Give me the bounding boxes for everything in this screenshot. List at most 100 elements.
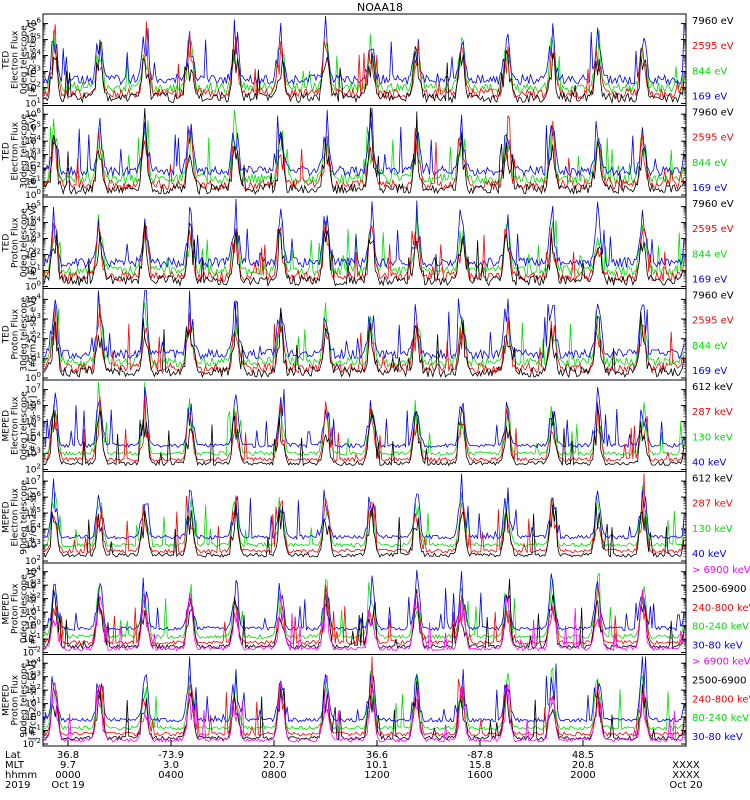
legend-entry: 80-240 keV: [692, 622, 749, 633]
time-axis-value: 0400: [158, 770, 183, 781]
y-tick-label: 103: [25, 312, 41, 325]
y-tick-label: 102: [25, 463, 41, 476]
legend-entry: 612 keV: [692, 382, 733, 393]
y-tick-label: 102: [25, 683, 41, 696]
flux-trace: [43, 681, 685, 741]
time-axis-value: 1600: [467, 770, 492, 781]
time-axis-value: 36.8: [57, 750, 79, 761]
legend-entry: 80-240 keV: [692, 713, 749, 724]
legend-entry: 612 keV: [692, 474, 733, 485]
flux-trace: [43, 656, 685, 723]
y-tick-label: 106: [25, 490, 41, 503]
flux-trace: [43, 502, 685, 558]
legend-entry: 40 keV: [692, 458, 726, 469]
y-tick-label: 10-1: [23, 724, 41, 737]
y-axis-label: MEPEDElectron Flux90deg telescope[#/cm2-…: [2, 479, 39, 554]
y-tick-label: 105: [25, 415, 41, 428]
y-tick-label: 103: [25, 65, 41, 78]
y-tick-label: 104: [25, 656, 41, 669]
y-tick-label: 102: [25, 332, 41, 345]
y-tick-label: 104: [25, 431, 41, 444]
y-axis-label: TEDElectron Flux30deg telescope[#/cm2-s-…: [2, 113, 39, 188]
legend-entry: 844 eV: [692, 158, 727, 169]
legend-entry: 844 eV: [692, 249, 727, 260]
flux-trace: [43, 386, 685, 449]
panel-frame: [42, 654, 687, 747]
y-tick-label: 104: [25, 522, 41, 535]
legend-entry: 287 keV: [692, 499, 733, 510]
time-axis-value: 20.7: [263, 760, 285, 771]
y-axis-label: TEDProton Flux0deg telescope[#/cm2-s-str…: [2, 205, 39, 280]
legend-entry: 40 keV: [692, 549, 726, 560]
flux-trace: [43, 21, 685, 100]
legend-entry: 240-800 keV: [692, 603, 750, 614]
time-axis-value: 9.7: [60, 760, 76, 771]
y-axis-label: MEPEDElectron Flux0deg telescope[#/cm2-s…: [2, 391, 39, 461]
legend-entry: 2595 eV: [692, 316, 734, 327]
time-axis-value: 20.8: [572, 760, 594, 771]
y-tick-label: 106: [25, 17, 41, 30]
legend-entry: > 6900 keV: [692, 565, 750, 576]
y-tick-label: 102: [25, 81, 41, 94]
legend-entry: 2595 eV: [692, 224, 734, 235]
time-axis-value: 0800: [261, 770, 286, 781]
flux-trace: [43, 107, 685, 178]
flux-trace: [43, 220, 685, 283]
legend-entry: 2595 eV: [692, 41, 734, 52]
y-tick-label: 101: [25, 351, 41, 364]
y-axis-label: MEPEDProton Flux90deg telescope[#/cm2-s-…: [2, 661, 39, 740]
time-axis-value: 48.5: [572, 750, 594, 761]
y-tick-label: 10-1: [23, 632, 41, 645]
y-tick-label: 10-2: [23, 646, 41, 659]
legend-entry: 844 eV: [692, 341, 727, 352]
y-tick-label: 100: [25, 619, 41, 632]
flux-trace: [43, 222, 685, 287]
legend-entry: 7960 eV: [692, 16, 734, 27]
legend-entry: 130 keV: [692, 432, 733, 443]
y-tick-label: 103: [25, 538, 41, 551]
flux-trace: [43, 381, 685, 457]
legend-entry: 2500-6900: [692, 584, 747, 595]
y-tick-label: 101: [25, 175, 41, 188]
y-tick-label: 102: [25, 554, 41, 567]
legend-entry: 2500-6900: [692, 675, 747, 686]
legend-entry: 240-800 keV: [692, 694, 750, 705]
y-tick-label: 105: [25, 200, 41, 213]
time-axis-value: XXXX: [672, 760, 700, 771]
y-tick-label: 100: [25, 188, 41, 201]
y-tick-label: 106: [25, 399, 41, 412]
time-axis-value: 22.9: [263, 750, 285, 761]
y-tick-label: 106: [25, 107, 41, 120]
panel-frame: [42, 288, 687, 381]
legend-entry: 7960 eV: [692, 108, 734, 119]
flux-trace: [43, 300, 685, 379]
flux-trace: [43, 675, 685, 743]
y-tick-label: 104: [25, 49, 41, 62]
y-tick-label: 100: [25, 280, 41, 293]
legend-entry: 30-80 keV: [692, 732, 743, 743]
time-axis-value: 15.8: [469, 760, 491, 771]
y-tick-label: 101: [25, 97, 41, 110]
time-axis-value: 0000: [55, 770, 80, 781]
y-tick-label: 10-2: [23, 737, 41, 750]
time-axis-value: 10.1: [366, 760, 388, 771]
y-tick-label: 104: [25, 216, 41, 229]
y-tick-label: 107: [25, 474, 41, 487]
time-axis-value: -87.8: [467, 750, 493, 761]
legend-entry: 7960 eV: [692, 291, 734, 302]
time-row-label: 2019: [5, 780, 30, 791]
time-axis-value: 36.6: [366, 750, 388, 761]
y-tick-label: 105: [25, 121, 41, 134]
legend-entry: 287 keV: [692, 407, 733, 418]
y-tick-label: 103: [25, 670, 41, 683]
legend-entry: 130 keV: [692, 524, 733, 535]
y-tick-label: 100: [25, 371, 41, 384]
y-tick-label: 104: [25, 565, 41, 578]
flux-trace: [43, 589, 685, 652]
y-tick-label: 103: [25, 447, 41, 460]
